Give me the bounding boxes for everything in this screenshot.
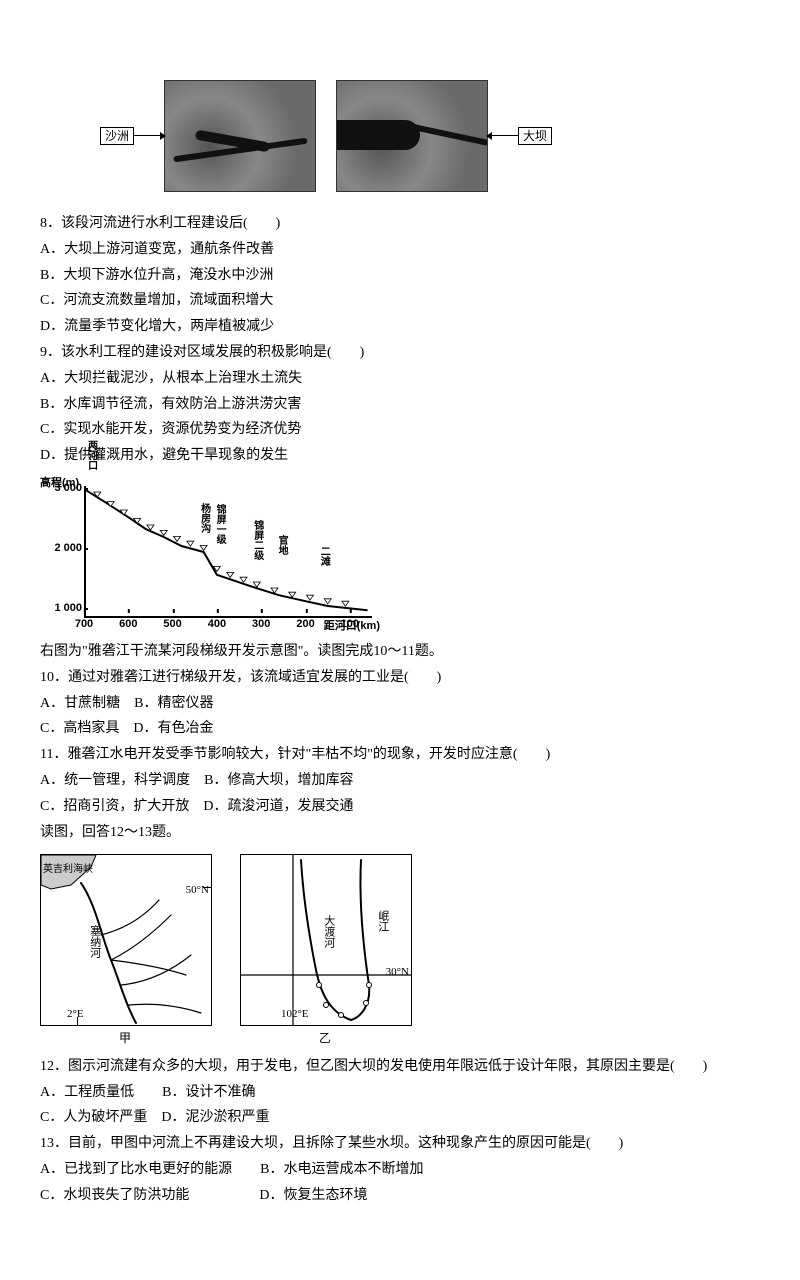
map-row: 英吉利海峡 塞纳河 50°N 2°E 甲 大渡河 岷江 30°N (40, 854, 760, 1048)
chart-station-label: 杨房沟 (199, 503, 209, 533)
left-image-label: 沙洲 (100, 127, 134, 145)
chart-station-label: 锦屏一级 (214, 504, 224, 544)
chart-xtick: 200 (296, 615, 314, 634)
question-10-opt-cd: C．高档家具 D．有色冶金 (40, 717, 760, 741)
map-right-lat-label: 30°N (386, 963, 409, 982)
map-right-river1-label: 大渡河 (319, 915, 338, 948)
question-9-opt-d: D．提供灌溉用水，避免干旱现象的发生 (40, 444, 760, 468)
chart-xtick: 400 (208, 615, 226, 634)
map-left-river-label: 塞纳河 (85, 925, 104, 958)
question-10-stem: 10．通过对雅砻江进行梯级开发，该流域适宜发展的工业是( ) (40, 666, 760, 690)
chart-station-label: 二滩 (318, 546, 328, 566)
question-8-stem: 8．该段河流进行水利工程建设后( ) (40, 212, 760, 236)
map-right-frame: 大渡河 岷江 30°N 102°E (240, 854, 412, 1026)
question-9-stem: 9．该水利工程的建设对区域发展的积极影响是( ) (40, 341, 760, 365)
question-12-opt-ab: A．工程质量低 B．设计不准确 (40, 1081, 760, 1105)
profile-intro-text: 右图为"雅砻江干流某河段梯级开发示意图"。读图完成10～11题。 (40, 640, 760, 664)
map-left-caption: 甲 (40, 1028, 210, 1048)
question-8-opt-b: B．大坝下游水位升高，淹没水中沙洲 (40, 264, 760, 288)
question-9-opt-b: B．水库调节径流，有效防治上游洪涝灾害 (40, 393, 760, 417)
question-11-opt-ab: A．统一管理，科学调度 B．修高大坝，增加库容 (40, 769, 760, 793)
map-left-frame: 英吉利海峡 塞纳河 50°N 2°E (40, 854, 212, 1026)
chart-ytick: 2 000 (46, 539, 82, 558)
chart-xtick: 500 (163, 615, 181, 634)
question-12-opt-cd: C．人为破坏严重 D．泥沙淤积严重 (40, 1106, 760, 1130)
map-left-box: 英吉利海峡 塞纳河 50°N 2°E 甲 (40, 854, 210, 1048)
question-10-opt-ab: A．甘蔗制糖 B．精密仪器 (40, 692, 760, 716)
chart-ytick: 3 000 (46, 479, 82, 498)
satellite-image-left (164, 80, 316, 192)
left-image-label-wrap: 沙洲 (100, 127, 164, 145)
maps-intro-text: 读图，回答12～13题。 (40, 821, 760, 845)
chart-station-label: 两河口 (86, 440, 96, 470)
chart-station-label: 官地 (276, 535, 286, 555)
map-left-lat-label: 50°N (186, 881, 209, 900)
right-image-label-wrap: 大坝 (488, 127, 552, 145)
question-11-opt-cd: C．招商引资，扩大开放 D．疏浚河道，发展交通 (40, 795, 760, 819)
right-image-label: 大坝 (518, 127, 552, 145)
question-13-stem: 13．目前，甲图中河流上不再建设大坝，且拆除了某些水坝。这种现象产生的原因可能是… (40, 1132, 760, 1156)
arrow-icon (488, 135, 518, 136)
chart-xtick: 100 (341, 615, 359, 634)
map-left-sea-label: 英吉利海峡 (43, 861, 93, 878)
question-11-stem: 11．雅砻江水电开发受季节影响较大，针对"丰枯不均"的现象，开发时应注意( ) (40, 743, 760, 767)
map-right-box: 大渡河 岷江 30°N 102°E 乙 (240, 854, 410, 1048)
satellite-image-right (336, 80, 488, 192)
chart-xtick: 600 (119, 615, 137, 634)
map-right-lon-label: 102°E (281, 1005, 309, 1024)
chart-xtick: 700 (75, 615, 93, 634)
elevation-profile-chart: 高程(m) 距河口(km) 1 0002 0003 00070060050040… (40, 476, 380, 636)
map-right-caption: 乙 (240, 1028, 410, 1048)
chart-xtick: 300 (252, 615, 270, 634)
map-left-lon-label: 2°E (67, 1005, 84, 1024)
arrow-icon (134, 135, 164, 136)
question-8-opt-c: C．河流支流数量增加，流域面积增大 (40, 289, 760, 313)
satellite-image-row: 沙洲 大坝 (100, 80, 760, 192)
question-8-opt-d: D．流量季节变化增大，两岸植被减少 (40, 315, 760, 339)
question-13-opt-ab: A．已找到了比水电更好的能源 B．水电运营成本不断增加 (40, 1158, 760, 1182)
question-12-stem: 12．图示河流建有众多的大坝，用于发电，但乙图大坝的发电使用年限远低于设计年限，… (40, 1055, 760, 1079)
question-9-opt-a: A．大坝拦截泥沙，从根本上治理水土流失 (40, 367, 760, 391)
question-9-opt-c: C．实现水能开发，资源优势变为经济优势 (40, 418, 760, 442)
question-8-opt-a: A．大坝上游河道变宽，通航条件改善 (40, 238, 760, 262)
chart-station-label: 锦屏二级 (252, 520, 262, 560)
question-13-opt-cd: C．水坝丧失了防洪功能 D．恢复生态环境 (40, 1184, 760, 1208)
map-right-river2-label: 岷江 (373, 910, 392, 932)
